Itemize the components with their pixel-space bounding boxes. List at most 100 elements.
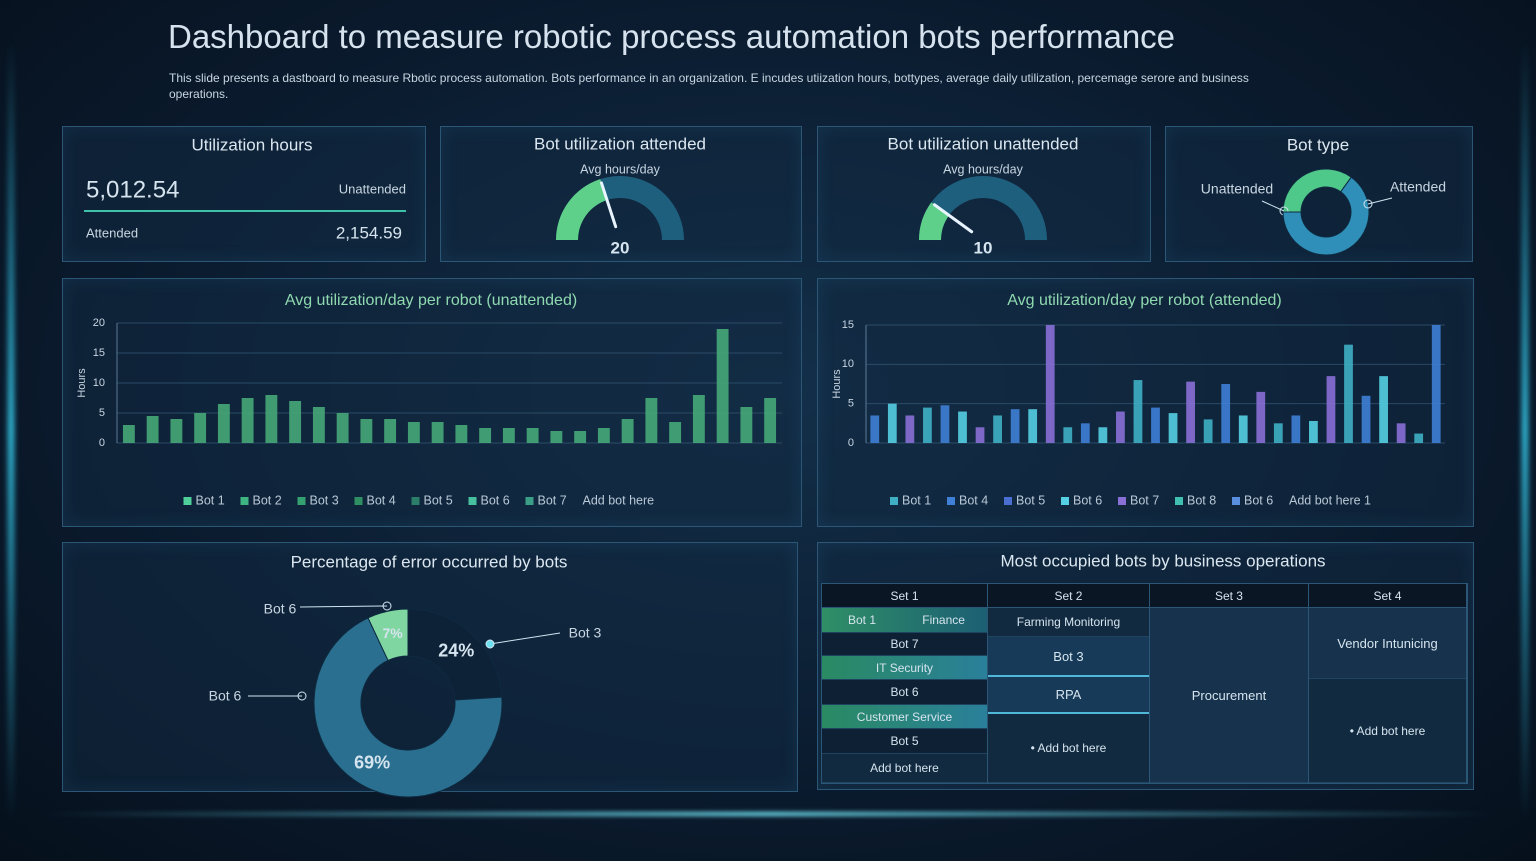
table-cell: Farming Monitoring [987,608,1149,637]
bar [1116,411,1125,443]
legend-swatch [947,497,955,505]
legend-swatch [1004,497,1012,505]
donut-slice [313,617,503,798]
kpi-label: Unattended [339,181,406,196]
donut-value-label: 24% [438,640,474,660]
gauge-value-label: 10 [974,238,993,257]
gauge-value [919,202,950,240]
table-cell: Bot 7 [822,633,987,656]
table-header: Set 3 [1149,584,1308,608]
legend-label: Bot 6 [1073,493,1102,507]
gauge-title: Bot utilization unattended [888,134,1079,153]
donut-value-label: 7% [383,625,404,641]
legend-swatch [297,497,306,505]
legend-swatch [1061,497,1069,505]
legend-swatch [1118,497,1126,505]
leader-line [489,632,561,645]
table-header: Set 4 [1308,584,1466,608]
leader-dot [1363,199,1373,209]
legend-swatch [1232,497,1240,505]
bar [923,407,932,443]
legend-swatch [411,497,420,505]
bar [146,416,159,443]
panel [62,278,802,527]
kpi-value: 2,154.59 [336,223,402,242]
legend-swatch [468,497,477,505]
donut-title: Percentage of error occurred by bots [291,552,568,571]
bar [1379,376,1388,443]
bar [597,428,610,443]
bar [1431,325,1441,443]
bar [360,419,373,443]
legend-label: Add bot here 1 [1289,493,1371,507]
edge-glow [1522,40,1528,821]
bar [1133,380,1143,443]
legend-label: Bot 6 [1244,493,1273,507]
table-title: Most occupied bots by business operation… [1000,551,1325,570]
gauge-subtitle: Avg hours/day [580,162,660,176]
bar [740,407,753,443]
bar [1344,344,1353,443]
cell-text: Bot 1 [848,613,877,627]
donut-title: Bot type [1287,135,1349,154]
donut-slice [1282,176,1370,256]
bar [312,407,325,443]
bar [574,431,587,443]
panel [62,126,426,262]
bar [336,413,349,443]
bar [692,395,705,443]
bar [1326,376,1336,443]
bar [431,422,444,443]
leader-dot [485,639,495,649]
table-cell: Customer Service [822,705,987,729]
y-tick-label: 10 [842,358,854,370]
bar [764,398,777,443]
table-column: Set 2 Farming Monitoring Bot 3 RPA • Add bot… [987,584,1150,783]
table-cell: Bot 1 Finance [822,608,987,633]
y-tick-label: 0 [848,437,854,449]
y-tick-label: 10 [93,377,105,389]
legend-label: Bot 5 [1016,493,1045,507]
chart-title: Avg utilization/day per robot (attended) [1007,292,1282,309]
gauge-title: Bot utilization attended [534,134,706,153]
y-tick-label: 5 [99,407,105,419]
donut-category-label: Bot 6 [209,688,242,704]
gauge-needle [599,181,618,229]
legend-label: Bot 2 [253,493,282,507]
table-cell: • Add bot here [1308,679,1466,783]
gauge-subtitle: Avg hours/day [943,162,1023,176]
y-tick-label: 15 [842,319,854,331]
kpi-title: Utilization hours [192,135,313,154]
bar [289,401,302,443]
bar [1221,384,1231,443]
legend-swatch [890,497,898,505]
legend-label: Bot 4 [367,493,396,507]
bar [1238,415,1248,443]
cell-text: Finance [922,613,965,627]
bar [1080,423,1090,443]
legend-swatch [240,497,249,505]
bar [1186,381,1195,443]
bar [407,422,420,443]
bar [1151,407,1160,443]
table-cell: Bot 3 [987,637,1149,677]
bar [479,428,492,443]
y-tick-label: 5 [848,398,854,410]
table-cell: Bot 5 [822,729,987,754]
bar [1098,427,1108,443]
legend-label: Bot 7 [538,493,567,507]
table-cell: IT Security [822,656,987,680]
bar [621,419,634,443]
bar [384,419,397,443]
legend-label: Bot 3 [310,493,339,507]
y-tick-label: 15 [93,347,105,359]
table-column: Set 1 Bot 1 Finance Bot 7 IT Security Bot 6 Cu… [822,584,988,783]
bar [170,419,183,443]
table-cell: Procurement [1149,608,1308,783]
bar [1256,391,1266,443]
bar [1010,409,1020,443]
bar [905,415,915,443]
table-header: Set 1 [822,584,987,608]
donut-category-label: Unattended [1201,181,1273,197]
